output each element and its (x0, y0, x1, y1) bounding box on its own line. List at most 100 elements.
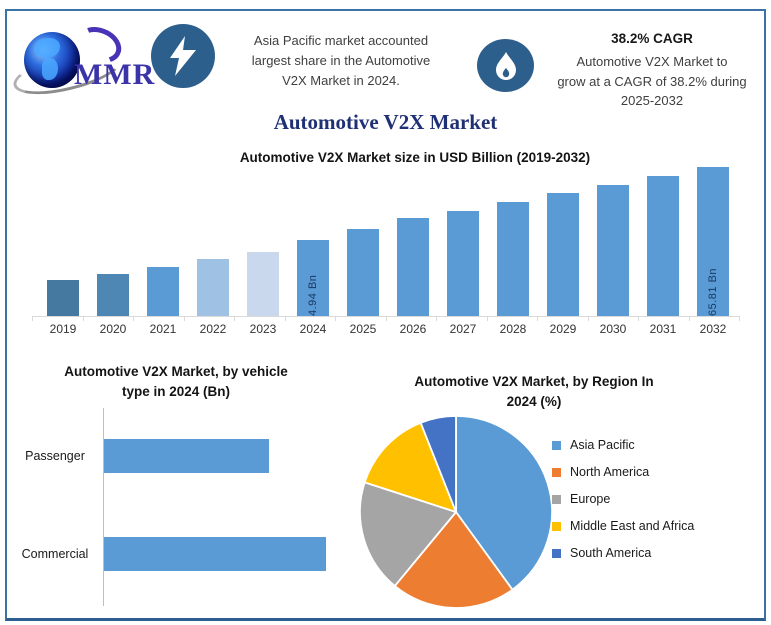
vehicle-bar-commercial (104, 537, 326, 571)
axis-tick (32, 316, 33, 321)
bar-2019 (47, 280, 79, 316)
legend-label: Middle East and Africa (570, 519, 695, 533)
axis-tick (436, 316, 437, 321)
legend-item-asia-pacific: Asia Pacific (552, 438, 694, 452)
x-label-2032: 2032 (699, 322, 727, 336)
bar-chart-title: Automotive V2X Market size in USD Billio… (239, 150, 591, 165)
legend-item-middle-east-and-africa: Middle East and Africa (552, 519, 694, 533)
globe-land-south (42, 58, 58, 80)
x-label-2022: 2022 (199, 322, 227, 336)
pie-chart-title-line2: 2024 (%) (506, 393, 562, 409)
bar-slot-2024: 4.94 Bn (288, 166, 338, 316)
legend-swatch-icon (552, 548, 561, 558)
header-callout-asia-pacific: Asia Pacific market accounted largest sh… (215, 31, 467, 91)
x-label-2026: 2026 (399, 322, 427, 336)
bar-slot-2022 (188, 166, 238, 316)
pie-chart (359, 415, 553, 609)
legend-label: South America (570, 546, 652, 560)
legend-swatch-icon (552, 494, 561, 504)
bar-2032: 65.81 Bn (697, 167, 729, 316)
pie-slice-north-america (393, 510, 514, 609)
bar-slot-2021 (138, 166, 188, 316)
bar-chart-bars: 4.94 Bn 65.81 Bn (38, 166, 738, 316)
mmr-logo: MMR (9, 20, 156, 108)
bar-2029 (547, 193, 579, 316)
vehicle-chart-title: Automotive V2X Market, by vehicle type i… (20, 362, 332, 401)
pie-slice-middle-east-and-africa (363, 421, 458, 514)
vehicle-chart-title-line2: type in 2024 (Bn) (121, 383, 231, 399)
x-label-2024: 2024 (299, 322, 327, 336)
bar-2028 (497, 202, 529, 316)
bar-slot-2026 (388, 166, 438, 316)
axis-tick (183, 316, 185, 321)
vehicle-label-passenger: Passenger (25, 449, 85, 463)
axis-tick (739, 316, 740, 321)
flame-icon (477, 39, 534, 92)
callout1-line3: V2X Market in 2024. (282, 73, 400, 89)
x-label-2023: 2023 (249, 322, 277, 336)
bar-slot-2027 (438, 166, 488, 316)
axis-tick (537, 316, 538, 321)
bar-value-label-2024: 4.94 Bn (307, 274, 319, 316)
bar-chart-ticks (32, 316, 740, 321)
vehicle-row-passenger: Passenger (10, 439, 269, 473)
axis-tick (587, 316, 589, 321)
vehicle-chart-title-line1: Automotive V2X Market, by vehicle (64, 364, 288, 379)
cagr-heading: 38.2% CAGR (611, 31, 693, 46)
bar-slot-2030 (588, 166, 638, 316)
pie-slice-europe (359, 481, 458, 588)
bar-2021 (147, 267, 179, 316)
lightning-icon (151, 24, 215, 88)
x-label-2030: 2030 (599, 322, 627, 336)
pie-legend: Asia Pacific North America Europe Middle Ea… (552, 438, 694, 560)
bar-slot-2023 (238, 166, 288, 316)
legend-label: Europe (570, 492, 611, 506)
bar-slot-2031 (638, 166, 688, 316)
x-label-2031: 2031 (649, 322, 677, 336)
bar-2025 (347, 229, 379, 316)
axis-tick (385, 316, 387, 321)
bar-slot-2019 (38, 166, 88, 316)
bar-2020 (97, 274, 129, 316)
x-label-2028: 2028 (499, 322, 527, 336)
bar-slot-2032: 65.81 Bn (688, 166, 738, 316)
pie-chart-title-line1: Automotive V2X Market, by Region In (414, 374, 654, 389)
vehicle-bar-passenger (104, 439, 269, 473)
bar-value-label-2032: 65.81 Bn (707, 267, 719, 316)
legend-item-europe: Europe (552, 492, 694, 506)
callout2-line1: Automotive V2X Market to (576, 54, 728, 70)
bar-slot-2020 (88, 166, 138, 316)
page-title: Automotive V2X Market (273, 110, 498, 134)
bar-2030 (597, 185, 629, 316)
bar-slot-2029 (538, 166, 588, 316)
axis-tick (688, 316, 690, 321)
header-callout-cagr: 38.2% CAGR Automotive V2X Market to grow… (538, 29, 766, 111)
axis-tick (133, 316, 134, 321)
vehicle-row-commercial: Commercial (10, 537, 326, 571)
legend-swatch-icon (552, 467, 561, 477)
axis-tick (234, 316, 235, 321)
axis-tick (284, 316, 286, 321)
bar-slot-2025 (338, 166, 388, 316)
bar-2031 (647, 176, 679, 316)
legend-item-south-america: South America (552, 546, 694, 560)
legend-item-north-america: North America (552, 465, 694, 479)
x-label-2025: 2025 (349, 322, 377, 336)
x-label-2027: 2027 (449, 322, 477, 336)
logo-text: MMR (74, 58, 156, 91)
pie-slice-asia-pacific (455, 415, 553, 591)
bar-2024: 4.94 Bn (297, 240, 329, 316)
legend-label: North America (570, 465, 650, 479)
lightning-glyph (170, 36, 196, 76)
bar-2026 (397, 218, 429, 316)
flame-glyph (495, 51, 516, 80)
callout2-line2: grow at a CAGR of 38.2% during (557, 73, 747, 89)
pie-chart-title: Automotive V2X Market, by Region In 2024… (373, 372, 695, 411)
axis-tick (638, 316, 639, 321)
axis-tick (82, 316, 84, 321)
x-label-2020: 2020 (99, 322, 127, 336)
legend-swatch-icon (552, 440, 561, 450)
bar-2027 (447, 211, 479, 316)
vehicle-label-commercial: Commercial (21, 547, 89, 561)
axis-tick (486, 316, 488, 321)
